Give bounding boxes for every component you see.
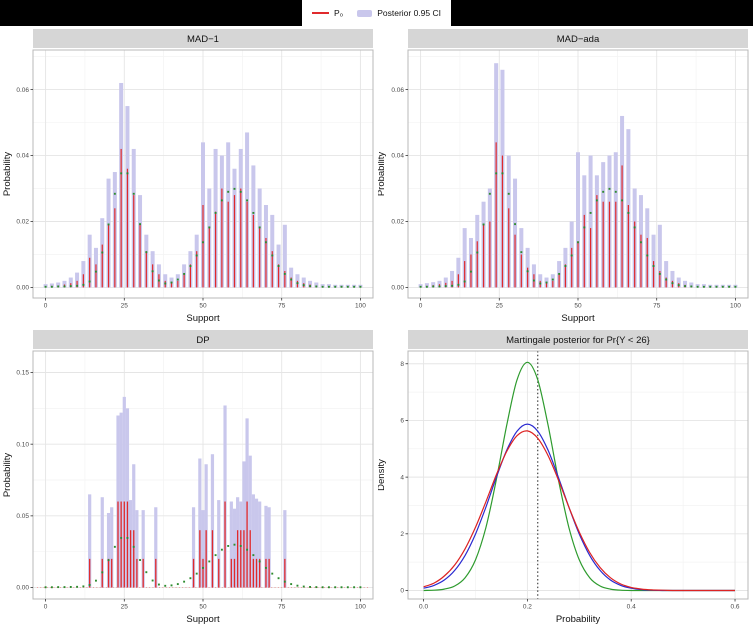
svg-text:0.04: 0.04 <box>16 153 29 160</box>
svg-text:MAD−ada: MAD−ada <box>557 34 600 45</box>
svg-text:0.10: 0.10 <box>16 441 29 448</box>
svg-text:Support: Support <box>186 614 220 625</box>
svg-text:75: 75 <box>278 303 286 310</box>
svg-text:0.02: 0.02 <box>391 219 404 226</box>
svg-text:0.00: 0.00 <box>16 585 29 592</box>
martingale-posterior-chart: Martingale posterior for Pr{Y < 26} 0.0 0.… <box>378 330 749 625</box>
mad-ada-chart: MAD−ada 0 25 50 75 100 0.00 0.02 0.04 0.06 Support… <box>378 29 749 324</box>
legend-label-ci: Posterior 0.95 CI <box>377 8 441 18</box>
svg-text:25: 25 <box>496 303 504 310</box>
svg-text:MAD−1: MAD−1 <box>187 34 219 45</box>
legend-bar: P₀ Posterior 0.95 CI <box>0 0 753 26</box>
svg-text:4: 4 <box>400 474 404 481</box>
svg-text:0.06: 0.06 <box>16 87 29 94</box>
panel-mad-1: MAD−1 0 25 50 75 100 0.00 0.02 0.04 0.06 Support Pr… <box>0 26 378 327</box>
svg-text:0: 0 <box>419 303 423 310</box>
svg-text:6: 6 <box>400 418 404 425</box>
svg-text:Support: Support <box>561 313 595 324</box>
svg-text:100: 100 <box>730 303 741 310</box>
svg-text:50: 50 <box>199 303 207 310</box>
panel-mad-ada: MAD−ada 0 25 50 75 100 0.00 0.02 0.04 0.06 Support… <box>378 26 753 327</box>
svg-text:100: 100 <box>355 604 366 611</box>
panel-dp: DP 0 25 50 75 100 0.00 0.05 0.10 0.15 Support Proba… <box>0 327 378 628</box>
svg-text:0: 0 <box>44 604 48 611</box>
svg-text:DP: DP <box>196 335 209 346</box>
svg-text:Probability: Probability <box>378 152 387 197</box>
mad-1-chart: MAD−1 0 25 50 75 100 0.00 0.02 0.04 0.06 Support Pr… <box>2 29 374 324</box>
svg-text:0.00: 0.00 <box>16 285 29 292</box>
svg-text:Probability: Probability <box>2 152 13 197</box>
svg-text:Support: Support <box>186 313 220 324</box>
legend-label-p0: P₀ <box>334 8 344 18</box>
svg-text:100: 100 <box>355 303 366 310</box>
svg-text:0.04: 0.04 <box>391 153 404 160</box>
svg-text:0: 0 <box>44 303 48 310</box>
legend: P₀ Posterior 0.95 CI <box>302 0 451 26</box>
svg-text:25: 25 <box>121 303 129 310</box>
svg-text:75: 75 <box>278 604 286 611</box>
svg-text:0.4: 0.4 <box>627 604 636 611</box>
svg-text:0.0: 0.0 <box>419 604 428 611</box>
svg-text:0.02: 0.02 <box>16 219 29 226</box>
dp-chart: DP 0 25 50 75 100 0.00 0.05 0.10 0.15 Support Proba… <box>2 330 374 625</box>
svg-text:50: 50 <box>574 303 582 310</box>
svg-text:75: 75 <box>653 303 661 310</box>
svg-text:Martingale posterior for Pr{Y: Martingale posterior for Pr{Y < 26} <box>506 335 650 346</box>
svg-text:Probability: Probability <box>556 614 601 625</box>
svg-text:0.6: 0.6 <box>730 604 739 611</box>
svg-text:0: 0 <box>400 588 404 595</box>
svg-text:0.05: 0.05 <box>16 513 29 520</box>
svg-text:2: 2 <box>400 531 404 538</box>
svg-text:Density: Density <box>378 459 387 491</box>
svg-text:0.06: 0.06 <box>391 87 404 94</box>
svg-text:8: 8 <box>400 361 404 368</box>
svg-text:0.15: 0.15 <box>16 370 29 377</box>
panel-martingale-posterior: Martingale posterior for Pr{Y < 26} 0.0 0.… <box>378 327 753 628</box>
svg-text:50: 50 <box>199 604 207 611</box>
legend-line-swatch <box>312 12 329 14</box>
svg-text:0.00: 0.00 <box>391 285 404 292</box>
svg-text:25: 25 <box>121 604 129 611</box>
svg-text:Probability: Probability <box>2 453 13 498</box>
legend-fill-swatch <box>357 9 373 17</box>
svg-text:0.2: 0.2 <box>523 604 532 611</box>
